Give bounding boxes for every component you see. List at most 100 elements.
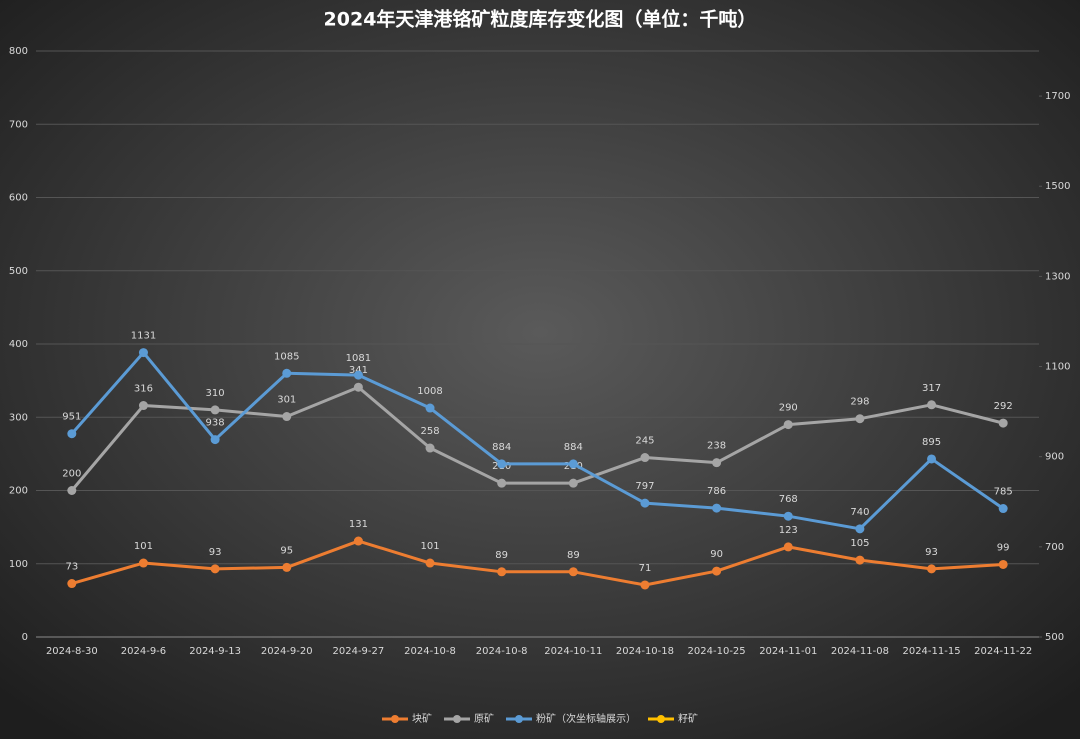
- legend-marker: [515, 715, 523, 723]
- data-label: 258: [420, 426, 439, 437]
- point: [783, 420, 793, 430]
- y-tick-label: 0: [22, 632, 28, 643]
- legend-label: 原矿: [474, 712, 494, 725]
- legend-marker: [391, 715, 399, 723]
- point: [855, 555, 865, 565]
- y2-tick-label: 1100: [1045, 362, 1070, 373]
- point: [138, 401, 148, 411]
- point: [138, 348, 148, 358]
- point: [282, 412, 292, 422]
- series-line: [70, 385, 1004, 492]
- data-label: 101: [134, 541, 153, 552]
- x-tick-label: 2024-11-08: [831, 646, 889, 657]
- y-tick-label: 700: [9, 119, 28, 130]
- y-tick-label: 800: [9, 46, 28, 57]
- point: [568, 567, 578, 577]
- data-label: 298: [850, 397, 869, 408]
- x-tick-label: 2024-9-27: [333, 646, 385, 657]
- data-label: 131: [349, 519, 368, 530]
- y2-tick-label: 700: [1045, 542, 1064, 553]
- x-tick-label: 2024-10-8: [476, 646, 528, 657]
- data-label: 245: [635, 436, 654, 447]
- y-tick-label: 600: [9, 193, 28, 204]
- point: [282, 368, 292, 378]
- y-tick-label: 100: [9, 559, 28, 570]
- legend-label: 籽矿: [678, 712, 698, 725]
- data-label: 1085: [274, 351, 299, 362]
- data-label: 101: [420, 541, 439, 552]
- point: [640, 580, 650, 590]
- data-label: 90: [710, 549, 723, 560]
- point: [353, 382, 363, 392]
- point: [282, 562, 292, 572]
- point: [210, 435, 220, 445]
- point: [927, 564, 937, 574]
- x-tick-label: 2024-10-18: [616, 646, 674, 657]
- point: [783, 542, 793, 552]
- point: [210, 405, 220, 415]
- legend-marker: [657, 715, 665, 723]
- data-label: 89: [567, 550, 580, 561]
- legend-label: 块矿: [412, 712, 432, 725]
- data-label: 89: [495, 550, 508, 561]
- data-label: 317: [922, 383, 941, 394]
- point: [425, 443, 435, 453]
- series-line: [70, 351, 1005, 531]
- point: [712, 566, 722, 576]
- point: [568, 459, 578, 469]
- legend-label: 粉矿（次坐标轴展示）: [536, 712, 636, 725]
- data-label: 1081: [346, 353, 371, 364]
- x-tick-label: 2024-8-30: [46, 646, 98, 657]
- point: [927, 400, 937, 410]
- y2-tick-label: 1300: [1045, 271, 1070, 282]
- series-line: [71, 539, 1004, 587]
- x-tick-label: 2024-9-20: [261, 646, 313, 657]
- point: [855, 414, 865, 424]
- y2-tick-label: 500: [1045, 632, 1064, 643]
- data-label: 1131: [131, 331, 156, 342]
- data-label: 310: [206, 388, 225, 399]
- point: [138, 558, 148, 568]
- data-label: 238: [707, 441, 726, 452]
- x-tick-label: 2024-9-6: [121, 646, 166, 657]
- data-label: 73: [65, 562, 78, 573]
- data-label: 93: [925, 547, 938, 558]
- point: [497, 478, 507, 488]
- x-tick-label: 2024-11-22: [974, 646, 1032, 657]
- point: [998, 559, 1008, 569]
- data-label: 71: [639, 563, 652, 574]
- point: [497, 459, 507, 469]
- point: [712, 458, 722, 468]
- y-tick-label: 300: [9, 412, 28, 423]
- y2-tick-label: 1500: [1045, 181, 1070, 192]
- point: [998, 504, 1008, 514]
- data-label: 895: [922, 437, 941, 448]
- chart-title: 2024年天津港铬矿粒度库存变化图（单位：千吨）: [324, 8, 757, 31]
- point: [712, 503, 722, 513]
- point: [210, 564, 220, 574]
- point: [497, 567, 507, 577]
- point: [783, 511, 793, 521]
- point: [353, 370, 363, 380]
- data-label: 786: [707, 486, 726, 497]
- data-label: 768: [779, 494, 798, 505]
- point: [425, 558, 435, 568]
- point: [353, 536, 363, 546]
- legend-marker: [453, 715, 461, 723]
- data-label: 290: [779, 403, 798, 414]
- data-label: 1008: [417, 386, 442, 397]
- data-label: 200: [62, 469, 81, 480]
- data-label: 797: [635, 481, 654, 492]
- y2-tick-label: 1700: [1045, 91, 1070, 102]
- data-label: 93: [209, 547, 222, 558]
- data-label: 316: [134, 384, 153, 395]
- point: [855, 524, 865, 534]
- point: [998, 418, 1008, 428]
- data-label: 785: [994, 487, 1013, 498]
- data-label: 938: [206, 418, 225, 429]
- data-label: 292: [994, 401, 1013, 412]
- data-label: 884: [492, 442, 511, 453]
- x-tick-label: 2024-11-01: [759, 646, 817, 657]
- y-tick-label: 400: [9, 339, 28, 350]
